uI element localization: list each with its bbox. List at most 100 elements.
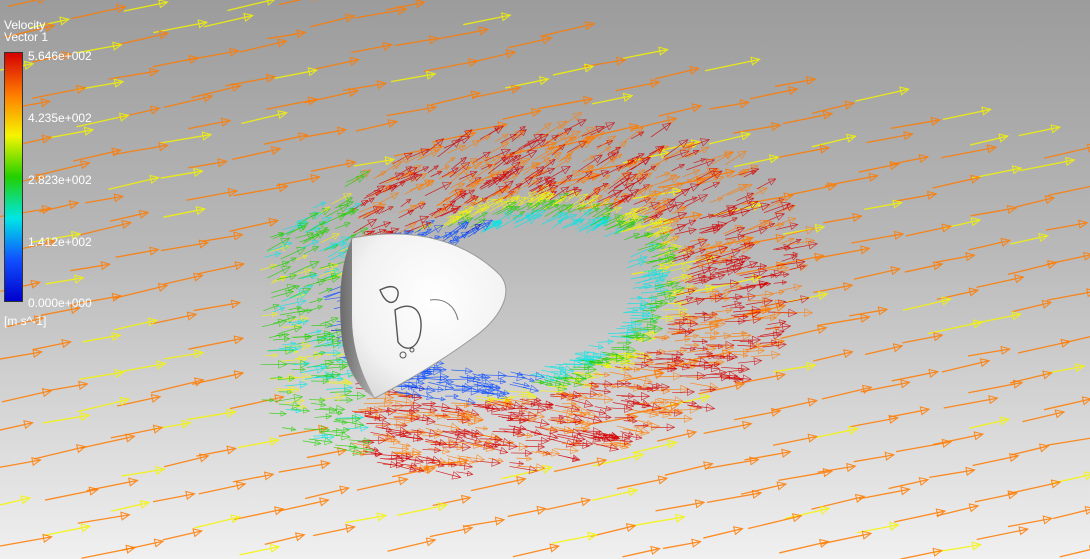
velocity-arrow <box>736 371 787 385</box>
velocity-arrow <box>7 0 45 8</box>
velocity-arrow <box>584 122 640 139</box>
velocity-arrow <box>655 371 683 381</box>
velocity-arrow <box>662 244 678 252</box>
velocity-arrow <box>674 337 691 343</box>
velocity-arrow <box>37 160 91 176</box>
velocity-arrow <box>300 273 318 280</box>
velocity-arrow <box>623 418 638 424</box>
velocity-arrow <box>484 441 502 447</box>
velocity-arrow <box>267 29 307 40</box>
velocity-arrow <box>634 231 655 239</box>
velocity-arrow <box>782 223 826 235</box>
velocity-arrow <box>630 337 645 343</box>
velocity-arrow <box>394 422 408 428</box>
velocity-arrow <box>662 235 680 245</box>
velocity-arrow <box>550 418 567 425</box>
velocity-arrow <box>579 164 594 173</box>
velocity-arrow <box>609 194 634 210</box>
velocity-arrow <box>1059 545 1090 558</box>
velocity-arrow <box>733 352 749 358</box>
velocity-arrow <box>569 380 593 389</box>
velocity-arrow <box>269 231 284 238</box>
velocity-arrow <box>632 283 652 290</box>
velocity-arrow <box>446 416 471 424</box>
velocity-arrow <box>711 290 732 297</box>
velocity-arrow <box>533 148 554 161</box>
velocity-arrow <box>664 288 680 294</box>
velocity-arrow <box>614 414 635 422</box>
velocity-arrow <box>406 385 436 394</box>
velocity-arrow <box>79 433 136 449</box>
velocity-arrow <box>396 502 449 517</box>
velocity-arrow <box>611 344 630 351</box>
velocity-arrow <box>318 206 331 215</box>
velocity-arrow <box>333 419 348 425</box>
velocity-arrow <box>553 457 608 473</box>
velocity-arrow <box>581 194 600 208</box>
velocity-arrow <box>576 420 593 426</box>
velocity-arrow <box>263 132 309 145</box>
velocity-arrow <box>725 256 749 266</box>
velocity-arrow <box>372 432 393 440</box>
velocity-arrow <box>398 393 423 402</box>
velocity-arrow <box>557 111 583 130</box>
velocity-arrow <box>468 207 485 220</box>
velocity-arrow <box>741 192 795 205</box>
velocity-arrow <box>440 207 459 217</box>
velocity-arrow <box>738 167 760 176</box>
velocity-arrow <box>353 218 378 234</box>
velocity-arrow <box>492 201 517 216</box>
velocity-arrow <box>746 347 766 354</box>
velocity-arrow <box>391 401 423 411</box>
velocity-arrow <box>739 339 754 344</box>
velocity-arrow <box>613 173 638 189</box>
velocity-arrow <box>650 122 672 138</box>
velocity-arrow <box>291 333 313 341</box>
velocity-arrow <box>349 444 375 454</box>
velocity-arrow <box>620 331 646 340</box>
velocity-arrow <box>488 200 510 212</box>
velocity-arrow <box>710 371 739 380</box>
velocity-arrow <box>541 369 569 379</box>
velocity-arrow <box>654 280 675 288</box>
velocity-arrow <box>666 393 712 407</box>
velocity-arrow <box>488 398 515 407</box>
velocity-arrow <box>631 312 651 320</box>
velocity-arrow <box>773 280 788 285</box>
velocity-arrow <box>667 144 693 159</box>
velocity-arrow <box>811 133 857 148</box>
velocity-arrow <box>385 428 413 438</box>
velocity-arrow <box>237 436 280 449</box>
velocity-arrow <box>470 476 527 492</box>
velocity-arrow <box>270 260 290 269</box>
velocity-arrow <box>1048 185 1090 197</box>
velocity-arrow <box>549 364 566 370</box>
velocity-arrow <box>637 420 653 426</box>
velocity-arrow <box>301 240 320 249</box>
velocity-arrow <box>593 443 620 452</box>
velocity-arrow <box>642 308 657 314</box>
velocity-arrow <box>381 206 394 213</box>
velocity-arrow <box>860 379 911 393</box>
legend-tick-upper: 4.235e+002 <box>28 111 92 125</box>
velocity-arrow <box>283 257 297 265</box>
velocity-arrow <box>47 380 89 392</box>
velocity-arrow <box>420 180 435 191</box>
velocity-arrow <box>473 404 496 412</box>
velocity-arrow <box>233 183 289 197</box>
velocity-arrow <box>471 198 496 211</box>
velocity-arrow <box>521 428 543 436</box>
velocity-arrow <box>551 415 576 424</box>
velocity-arrow <box>632 439 678 454</box>
velocity-arrow <box>700 316 724 325</box>
velocity-arrow <box>756 178 777 190</box>
velocity-arrow <box>565 191 581 203</box>
velocity-arrow <box>785 226 816 236</box>
velocity-arrow <box>406 148 430 159</box>
velocity-arrow <box>121 465 166 477</box>
velocity-arrow <box>634 423 649 429</box>
velocity-arrow <box>488 155 512 174</box>
velocity-arrow <box>652 335 668 341</box>
velocity-arrow <box>327 375 344 382</box>
